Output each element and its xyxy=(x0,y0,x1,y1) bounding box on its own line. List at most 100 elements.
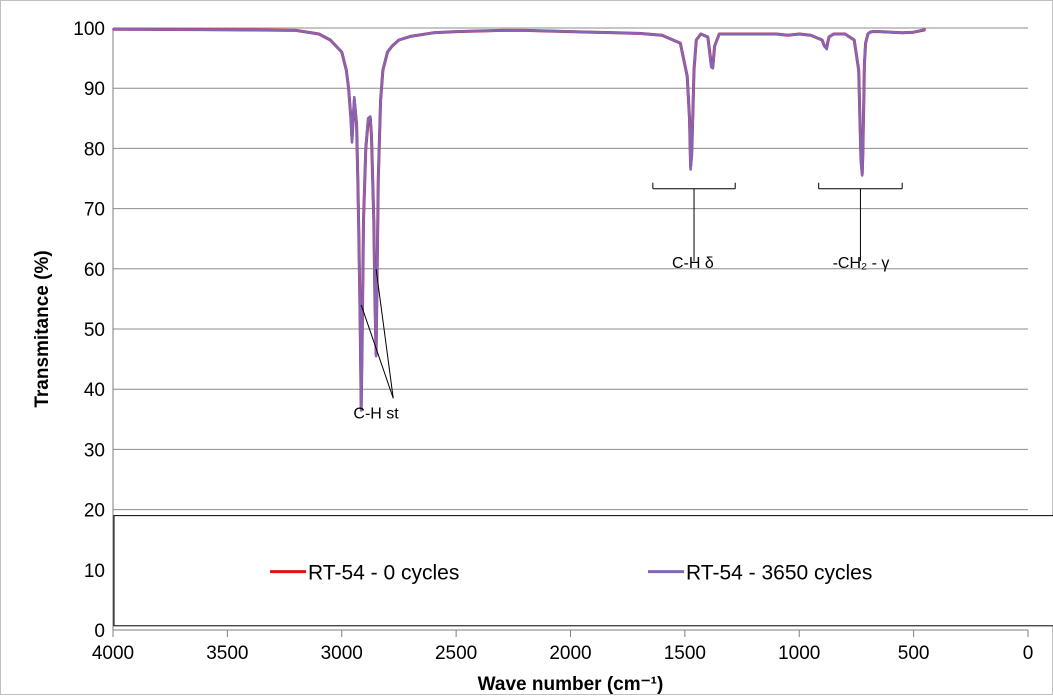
series-1-point-36 xyxy=(501,29,503,32)
series-1-point-50 xyxy=(693,69,695,71)
y-tick-label-60: 60 xyxy=(84,260,105,281)
series-1-point-71 xyxy=(857,69,860,71)
series-1-point-83 xyxy=(890,31,892,33)
series-1-point-48 xyxy=(690,153,693,156)
series-1-point-43 xyxy=(661,34,663,36)
y-tick-label-80: 80 xyxy=(84,139,105,160)
series-1-point-37 xyxy=(524,29,526,32)
series-1-point-3 xyxy=(318,33,320,35)
series-1-point-23 xyxy=(374,298,376,300)
y-tick-label-90: 90 xyxy=(84,79,105,100)
series-1-point-68 xyxy=(832,33,835,35)
series-1-point-38 xyxy=(546,30,549,32)
x-axis-ticks: 4000 3500 3000 2500 2000 1500 1000 500 0 xyxy=(92,630,1033,664)
series-1-point-24 xyxy=(375,355,377,357)
series-1-point-27 xyxy=(379,99,382,101)
y-tick-label-50: 50 xyxy=(84,320,105,341)
series-1-point-77 xyxy=(863,63,866,65)
series-1-point-1 xyxy=(226,29,229,31)
x-tick-label-0: 0 xyxy=(1023,643,1034,664)
x-tick-label-2000: 2000 xyxy=(549,643,591,664)
series-1-point-47 xyxy=(689,168,692,171)
annotation-label-0: C-H st xyxy=(353,405,399,422)
series-1-point-40 xyxy=(592,31,595,33)
series-1-point-84 xyxy=(901,32,903,34)
series-1-point-74 xyxy=(861,174,863,177)
annotation-label-1: C-H δ xyxy=(672,255,714,272)
series-1-point-34 xyxy=(455,30,457,33)
series-1-point-80 xyxy=(869,31,871,33)
series-1-point-75 xyxy=(862,153,864,156)
series-1-point-41 xyxy=(615,32,618,34)
series-1-point-26 xyxy=(377,177,380,180)
y-tick-label-30: 30 xyxy=(84,440,105,461)
x-tick-label-500: 500 xyxy=(898,643,930,664)
series-1-point-66 xyxy=(825,48,828,50)
series-1-point-9 xyxy=(351,141,353,144)
series-1-point-76 xyxy=(863,99,865,101)
y-tick-label-10: 10 xyxy=(84,561,105,582)
series-1-point-7 xyxy=(347,87,350,89)
series-1-point-44 xyxy=(679,42,682,44)
series-1-point-73 xyxy=(860,159,862,162)
series-1-point-72 xyxy=(859,117,861,120)
annotation-pointer-0-1 xyxy=(375,268,394,399)
series-1-point-45 xyxy=(686,75,688,77)
series-1-point-30 xyxy=(391,45,393,47)
series-1-point-18 xyxy=(365,147,367,150)
series-1-point-39 xyxy=(569,30,572,33)
series-1-point-5 xyxy=(341,51,343,53)
series-1-point-21 xyxy=(370,135,373,138)
y-axis-ticks: 0 10 20 30 40 50 60 70 80 90 100 xyxy=(73,19,105,642)
series-1-point-4 xyxy=(329,39,332,41)
legend: RT-54 - 0 cycles RT-54 - 3650 cycles xyxy=(113,515,1053,627)
y-tick-label-40: 40 xyxy=(84,380,105,401)
annotation-layer: C-H st C-H δ -CH₂ - γ xyxy=(353,182,903,422)
series-1-point-60 xyxy=(775,33,778,35)
series-1-point-6 xyxy=(345,69,348,71)
series-1-point-52 xyxy=(700,33,702,35)
series-1-point-81 xyxy=(871,30,874,33)
series-1-point-69 xyxy=(844,33,846,35)
series-1-point-20 xyxy=(369,115,372,118)
series-1-point-10 xyxy=(353,96,356,98)
series-1-point-19 xyxy=(367,117,369,120)
series-1-point-25 xyxy=(376,268,379,270)
series-1-point-15 xyxy=(360,409,363,412)
annotation-pointer-0-0 xyxy=(360,304,394,399)
legend-box xyxy=(113,515,1053,627)
series-1-point-51 xyxy=(695,39,698,41)
y-tick-label-0: 0 xyxy=(94,621,105,642)
series-1-point-2 xyxy=(295,29,297,32)
series-1-point-57 xyxy=(718,33,720,35)
series-1-point-46 xyxy=(688,117,691,120)
series-1-point-49 xyxy=(692,111,694,114)
series-1-point-42 xyxy=(638,32,640,35)
x-axis-title: Wave number (cm⁻¹) xyxy=(478,674,664,695)
series-1-point-22 xyxy=(373,219,375,222)
y-tick-label-100: 100 xyxy=(73,19,105,40)
series-1-point-0 xyxy=(112,28,114,31)
x-tick-label-3500: 3500 xyxy=(206,643,248,664)
series-1-point-33 xyxy=(432,32,435,34)
series-1-point-65 xyxy=(823,45,826,47)
series-1-point-28 xyxy=(382,69,384,71)
series-1-point-8 xyxy=(350,117,352,120)
x-tick-label-2500: 2500 xyxy=(435,643,477,664)
series-1-point-54 xyxy=(710,66,712,68)
legend-label-1: RT-54 - 3650 cycles xyxy=(686,562,872,585)
x-tick-label-4000: 4000 xyxy=(92,643,134,664)
series-1-point-64 xyxy=(821,39,823,41)
series-1-point-67 xyxy=(828,36,830,38)
series-1-point-70 xyxy=(853,39,855,41)
legend-label-0: RT-54 - 0 cycles xyxy=(308,562,459,585)
series-1-point-35 xyxy=(478,30,480,32)
series-1-point-63 xyxy=(809,34,812,36)
series-1-point-55 xyxy=(712,67,714,70)
x-tick-label-1000: 1000 xyxy=(778,643,820,664)
series-1-point-59 xyxy=(752,33,755,35)
series-1-point-79 xyxy=(867,33,869,35)
series-1-point-17 xyxy=(362,219,365,222)
